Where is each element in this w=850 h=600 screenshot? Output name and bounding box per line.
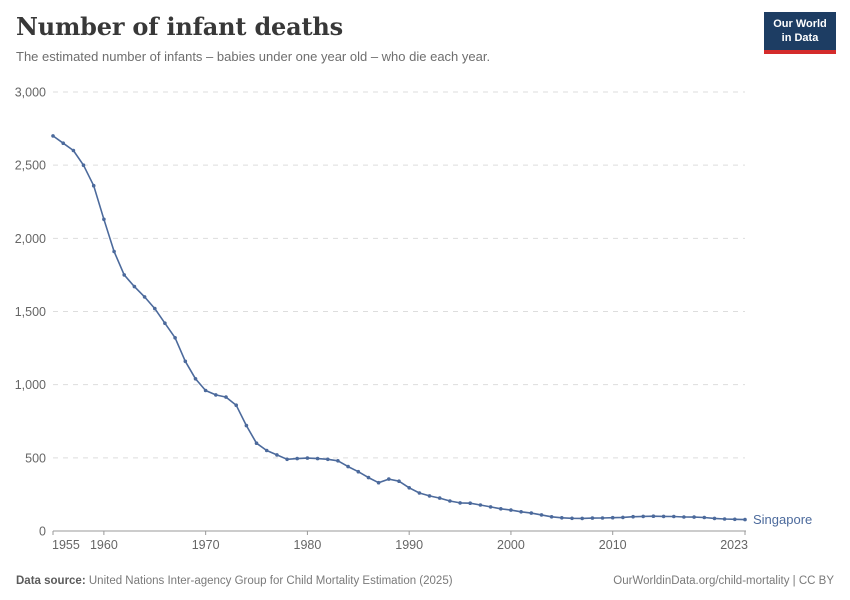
data-point[interactable]	[692, 515, 696, 519]
data-point[interactable]	[488, 505, 493, 509]
data-point[interactable]	[529, 511, 534, 515]
data-point[interactable]	[305, 456, 310, 460]
data-point[interactable]	[203, 388, 208, 393]
data-point[interactable]	[81, 163, 86, 167]
data-point[interactable]	[549, 515, 554, 519]
data-point[interactable]	[478, 503, 483, 507]
y-tick-label: 500	[25, 451, 46, 465]
y-tick-label: 3,000	[15, 86, 46, 100]
data-point[interactable]	[71, 148, 76, 153]
data-point[interactable]	[244, 423, 249, 428]
data-point[interactable]	[651, 514, 656, 518]
data-point[interactable]	[600, 516, 605, 520]
data-point[interactable]	[51, 134, 55, 138]
data-point[interactable]	[458, 501, 462, 505]
data-point[interactable]	[346, 464, 350, 469]
data-point[interactable]	[142, 295, 147, 299]
data-point[interactable]	[153, 306, 157, 311]
data-point[interactable]	[448, 499, 452, 503]
data-point[interactable]	[427, 494, 432, 498]
series-line[interactable]	[52, 135, 746, 521]
page-title: Number of infant deaths	[16, 12, 343, 41]
data-point[interactable]	[326, 457, 330, 462]
data-point[interactable]	[539, 513, 544, 517]
owid-logo-line1: Our World	[773, 18, 827, 30]
data-point[interactable]	[712, 516, 717, 521]
data-point[interactable]	[733, 517, 737, 522]
data-point[interactable]	[570, 516, 574, 521]
data-point[interactable]	[621, 515, 625, 520]
y-tick-label: 1,500	[15, 305, 46, 319]
entity-label[interactable]: Singapore	[753, 512, 812, 527]
data-point[interactable]	[122, 273, 126, 277]
data-point[interactable]	[183, 359, 188, 364]
x-tick-label: 1955	[52, 538, 80, 552]
y-tick-label: 2,500	[15, 159, 46, 173]
data-source-text: United Nations Inter-agency Group for Ch…	[85, 575, 453, 587]
data-point[interactable]	[631, 514, 635, 519]
data-point[interactable]	[336, 459, 340, 463]
data-point[interactable]	[91, 183, 96, 188]
data-point[interactable]	[224, 395, 228, 399]
chart-footer: Data source: United Nations Inter-agency…	[16, 575, 834, 587]
data-point[interactable]	[61, 141, 65, 145]
data-point[interactable]	[702, 515, 707, 520]
data-point[interactable]	[509, 508, 513, 512]
data-point[interactable]	[417, 491, 422, 495]
y-tick-label: 2,000	[15, 232, 46, 246]
data-point[interactable]	[387, 477, 391, 481]
data-point[interactable]	[112, 249, 116, 254]
data-point[interactable]	[234, 403, 238, 408]
data-point[interactable]	[519, 510, 523, 514]
data-point[interactable]	[661, 514, 666, 519]
data-point[interactable]	[132, 284, 137, 289]
x-tick-label: 2010	[599, 538, 627, 552]
data-point[interactable]	[264, 448, 269, 453]
data-point[interactable]	[580, 516, 584, 521]
owid-logo[interactable]: Our World in Data	[764, 12, 836, 54]
data-point[interactable]	[641, 514, 645, 519]
data-point[interactable]	[366, 475, 371, 480]
data-point[interactable]	[682, 515, 686, 519]
y-tick-label: 0	[39, 525, 46, 539]
data-point[interactable]	[163, 321, 167, 326]
x-tick-label: 1960	[90, 538, 118, 552]
data-point[interactable]	[437, 496, 442, 500]
x-tick-label: 1990	[395, 538, 423, 552]
x-tick-label: 2023	[720, 538, 748, 552]
data-point[interactable]	[722, 517, 727, 521]
data-point[interactable]	[315, 456, 320, 461]
data-point[interactable]	[102, 217, 106, 222]
data-point[interactable]	[295, 456, 300, 461]
data-point[interactable]	[468, 501, 473, 506]
data-point[interactable]	[285, 457, 289, 462]
x-tick-label: 1980	[294, 538, 322, 552]
data-point[interactable]	[672, 514, 676, 519]
data-point[interactable]	[397, 479, 401, 484]
data-point[interactable]	[275, 453, 279, 457]
data-point[interactable]	[407, 486, 412, 490]
data-point[interactable]	[499, 507, 503, 511]
data-point[interactable]	[356, 469, 361, 474]
chart-header: Number of infant deaths The estimated nu…	[16, 12, 750, 66]
owid-url-link[interactable]: OurWorldinData.org/child-mortality | CC …	[613, 575, 834, 587]
data-point[interactable]	[173, 336, 177, 340]
data-point[interactable]	[560, 516, 564, 520]
x-tick-label: 2000	[497, 538, 525, 552]
y-tick-label: 1,000	[15, 378, 46, 392]
data-point[interactable]	[610, 515, 615, 520]
data-point[interactable]	[214, 393, 218, 397]
data-point[interactable]	[376, 480, 381, 485]
chart-subtitle: The estimated number of infants – babies…	[16, 49, 491, 65]
data-point[interactable]	[743, 517, 747, 522]
data-point[interactable]	[590, 516, 595, 520]
data-point[interactable]	[254, 441, 259, 446]
data-source-label: Data source:	[16, 575, 86, 587]
data-point[interactable]	[193, 377, 198, 381]
x-tick-label: 1970	[192, 538, 220, 552]
data-source-note: Data source: United Nations Inter-agency…	[16, 575, 453, 587]
owid-logo-line2: in Data	[781, 32, 819, 45]
